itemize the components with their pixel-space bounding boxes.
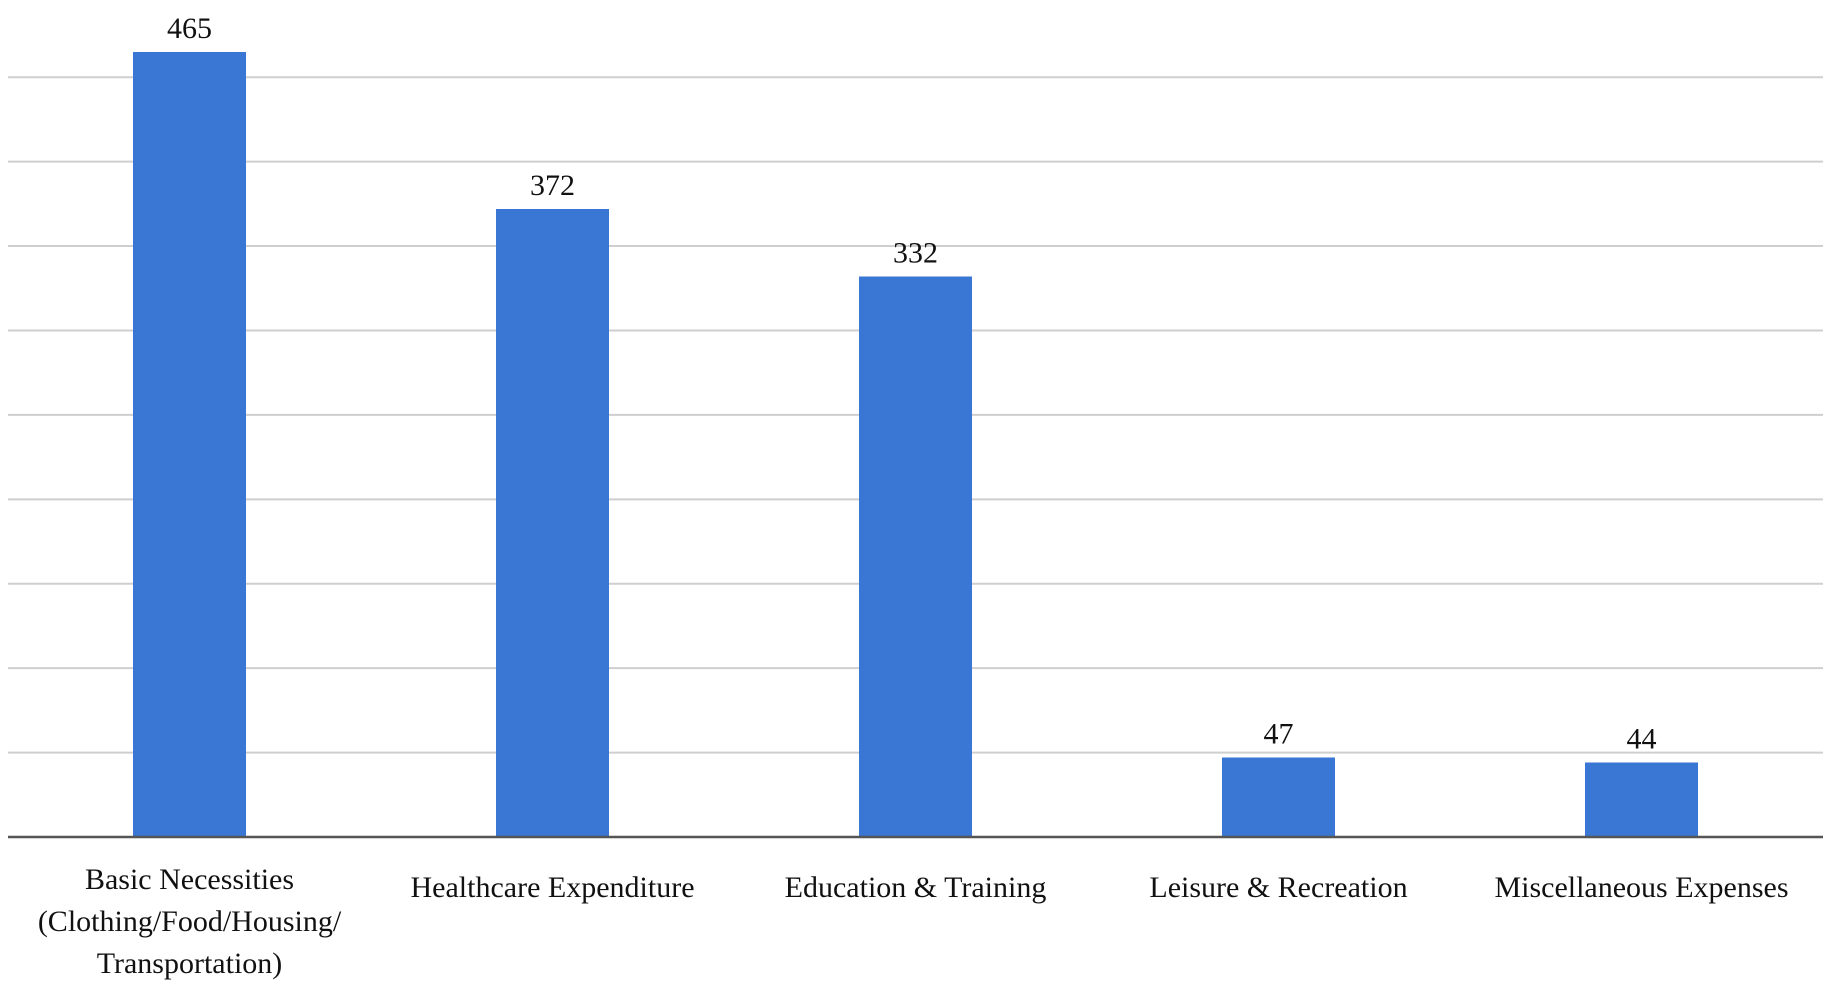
value-labels: 465 372 332 47 44 (167, 12, 1657, 756)
category-label: Basic Necessities (Clothing/Food/Housing/… (38, 863, 342, 980)
category-label: Leisure & Recreation (1149, 871, 1407, 904)
category-label: Miscellaneous Expenses (1494, 871, 1788, 904)
bar (133, 51, 246, 837)
data-label: 465 (167, 12, 212, 45)
bar (859, 276, 972, 837)
data-label: 332 (893, 236, 938, 269)
data-label: 372 (530, 169, 575, 202)
bar (1585, 762, 1698, 837)
category-labels: Basic Necessities (Clothing/Food/Housing/… (38, 863, 1789, 980)
category-label: Education & Training (785, 871, 1047, 904)
bars (133, 51, 1698, 838)
bar (496, 208, 609, 838)
category-label: Healthcare Expenditure (410, 871, 694, 904)
data-label: 44 (1627, 723, 1657, 756)
bar (1222, 757, 1335, 837)
data-label: 47 (1264, 718, 1294, 751)
